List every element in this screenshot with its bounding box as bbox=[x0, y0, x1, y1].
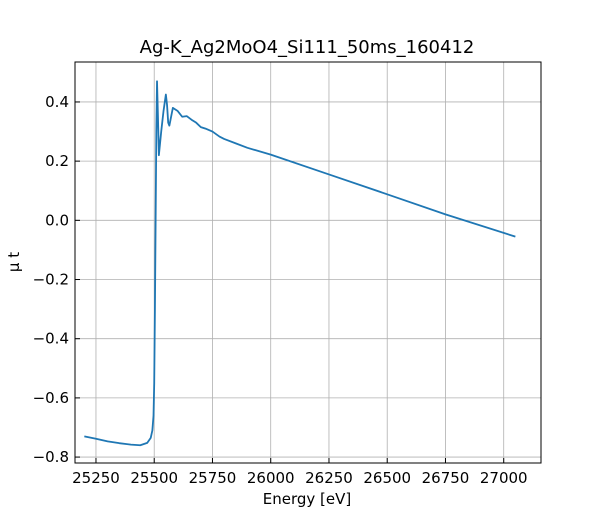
x-tick-label: 26000 bbox=[247, 469, 295, 487]
chart-title: Ag-K_Ag2MoO4_Si111_50ms_160412 bbox=[140, 37, 475, 58]
x-tick-label: 25750 bbox=[189, 469, 237, 487]
y-tick-label: 0.4 bbox=[45, 93, 69, 111]
x-tick-label: 25500 bbox=[130, 469, 178, 487]
x-tick-label: 26500 bbox=[363, 469, 411, 487]
x-tick-label: 25250 bbox=[72, 469, 120, 487]
y-axis-label: μ t bbox=[5, 252, 23, 272]
x-axis-label: Energy [eV] bbox=[263, 490, 351, 508]
plot-frame bbox=[74, 61, 542, 464]
axis-ticks: 25250 25500 25750 26000 26250 26500 26750 27000… bbox=[33, 93, 528, 487]
y-tick-label: −0.4 bbox=[33, 330, 69, 348]
y-tick-label: 0.2 bbox=[45, 152, 69, 170]
x-tick-label: 26250 bbox=[305, 469, 353, 487]
series-layer bbox=[84, 80, 516, 447]
y-tick-label: 0.0 bbox=[45, 211, 69, 229]
grid bbox=[75, 62, 541, 463]
x-tick-label: 27000 bbox=[480, 469, 528, 487]
y-tick-label: −0.2 bbox=[33, 271, 69, 289]
x-tick-label: 26750 bbox=[422, 469, 470, 487]
y-tick-label: −0.8 bbox=[33, 448, 69, 466]
series-line-0 bbox=[84, 80, 516, 447]
y-tick-label: −0.6 bbox=[33, 389, 69, 407]
